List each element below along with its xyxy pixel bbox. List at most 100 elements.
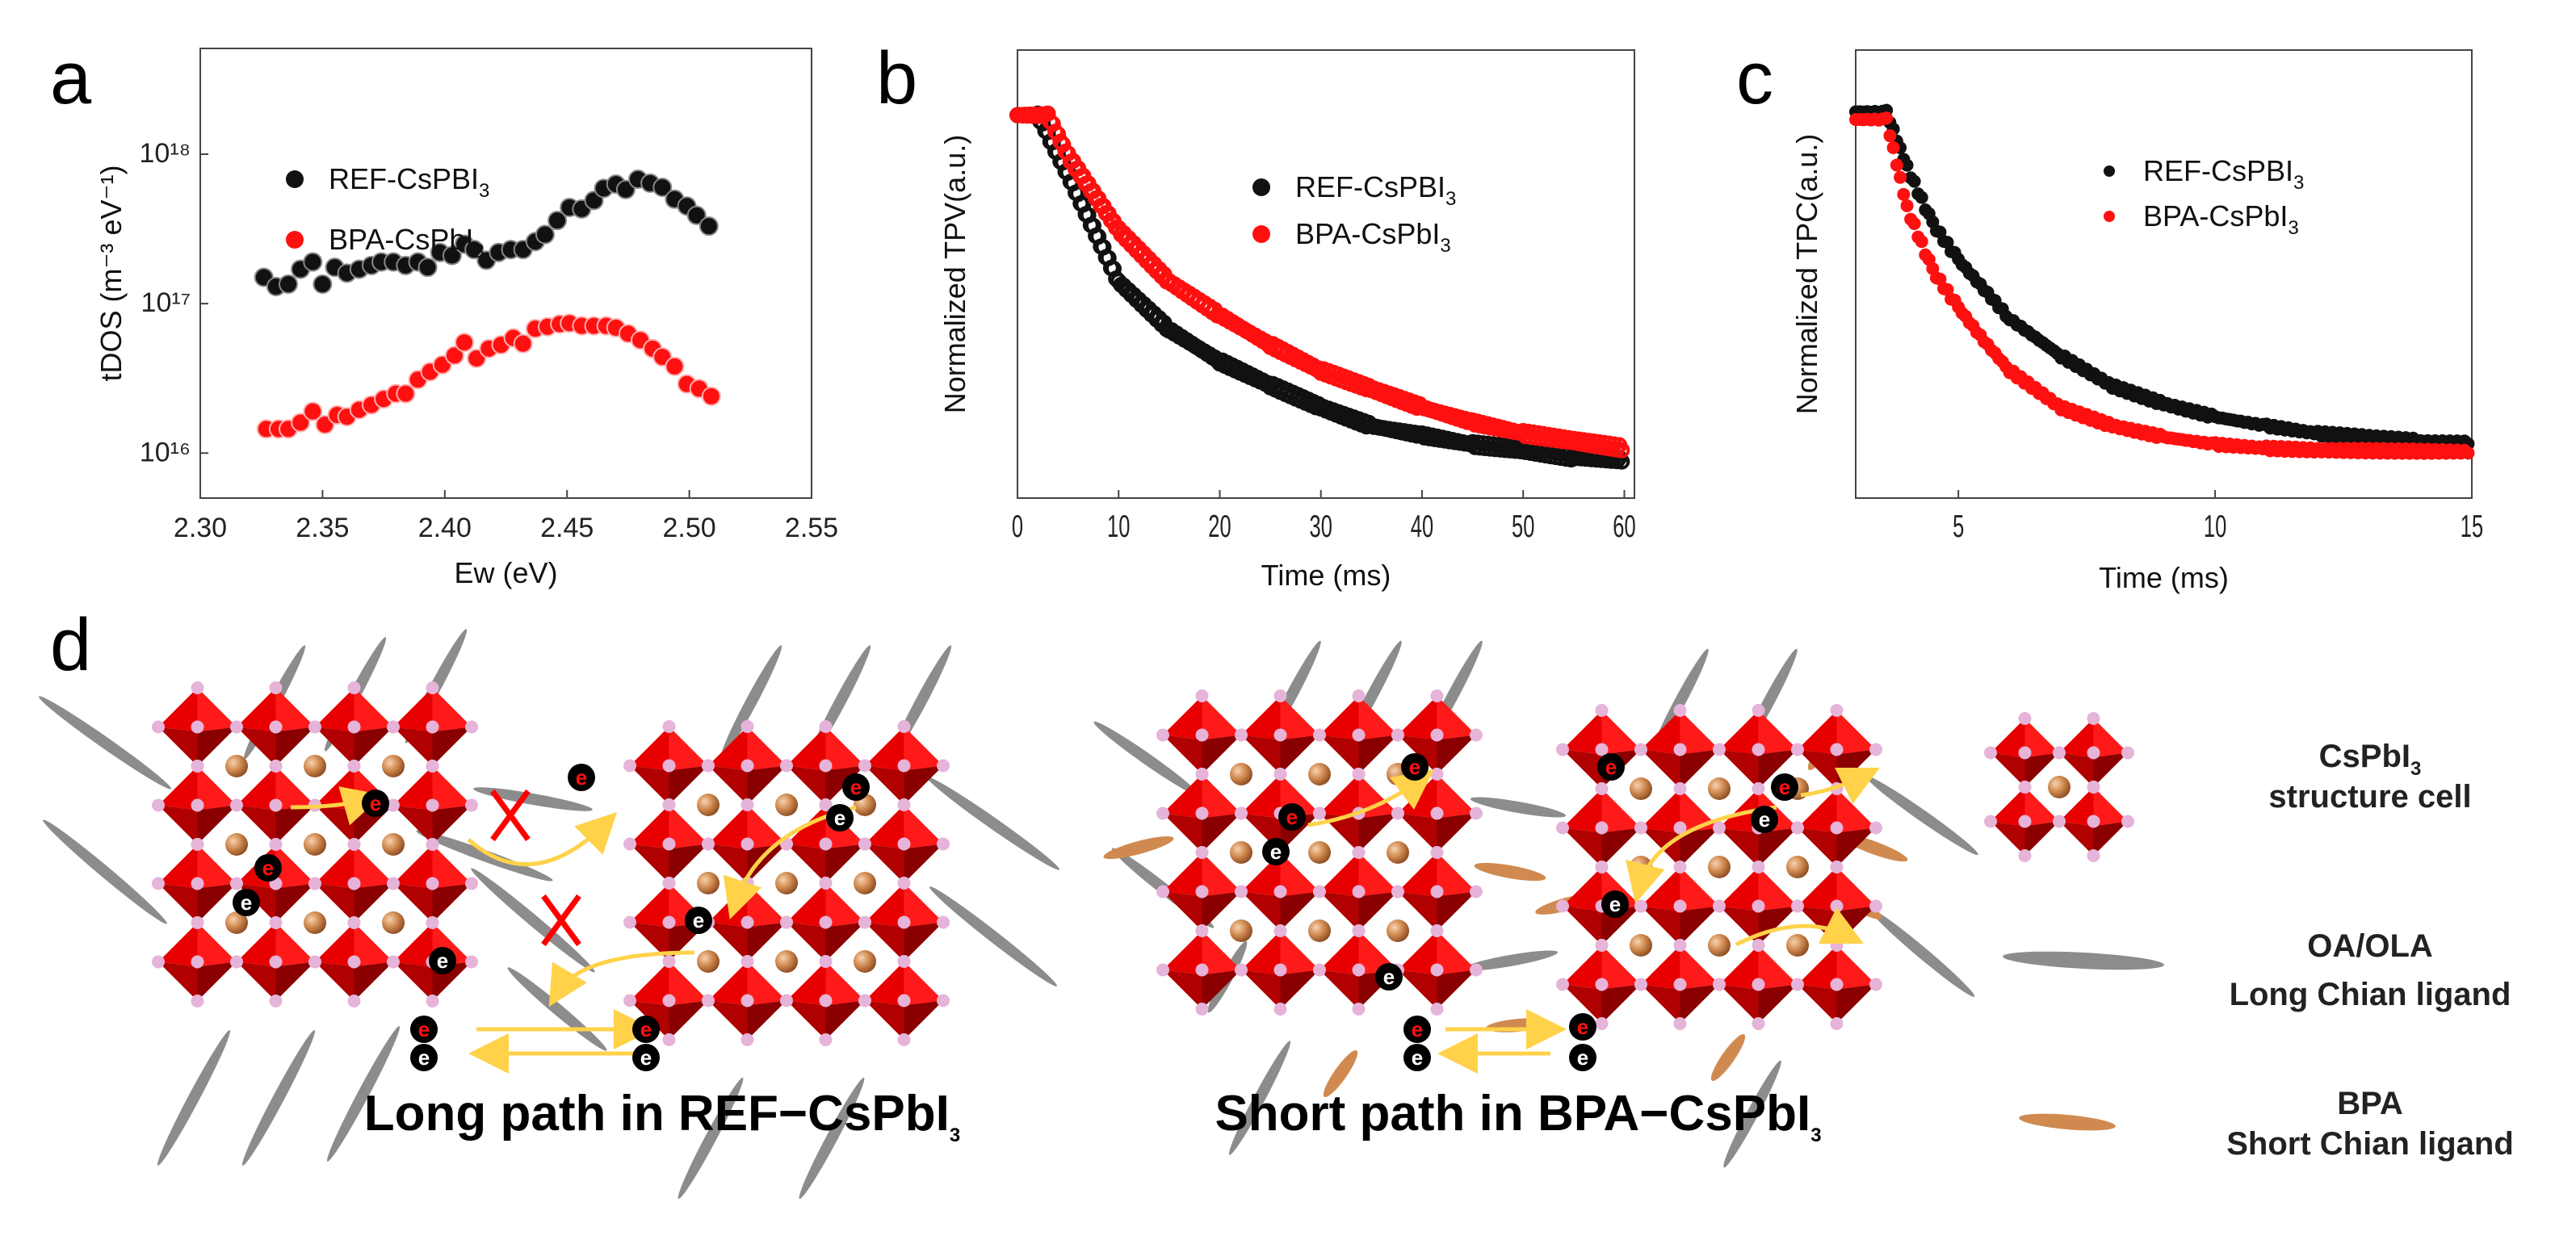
legend-title-1: OA/OLA: [2307, 928, 2433, 964]
halide-atom: [1752, 782, 1765, 795]
halide-atom: [1869, 743, 1882, 756]
cs-atom: [697, 872, 720, 894]
halide-atom: [819, 720, 833, 733]
legend-label-ref: REF-CsPBI3: [1295, 170, 1456, 210]
halide-atom: [1352, 728, 1366, 742]
octahedron: [1634, 704, 1726, 795]
halide-atom: [819, 915, 833, 929]
halide-atom: [347, 916, 361, 929]
halide-atom: [1352, 846, 1366, 859]
x-tick-label: 2.55: [785, 513, 838, 543]
electron: e: [632, 1016, 660, 1043]
halide-atom: [1273, 728, 1287, 742]
halide-atom: [1713, 978, 1726, 991]
long-ligand: [2003, 951, 2164, 970]
halide-atom: [1752, 939, 1765, 952]
x-tick-label: 20: [1208, 508, 1231, 543]
halide-atom: [347, 955, 361, 969]
legend-marker-bpa: [1252, 225, 1270, 243]
halide-atom: [2018, 781, 2032, 794]
halide-atom: [740, 720, 754, 733]
halide-atom: [2087, 712, 2100, 725]
octahedron: [858, 798, 950, 890]
halide-atom: [1313, 885, 1326, 898]
transport-arrow: [1307, 769, 1435, 827]
halide-atom: [1752, 899, 1765, 913]
halide-atom: [1595, 704, 1609, 717]
long-ligand: [1865, 775, 1978, 856]
y-axis-title: tDOS (m⁻³ eV⁻¹): [94, 165, 128, 382]
cs-atom: [382, 755, 405, 777]
electron-label: e: [1412, 1045, 1423, 1070]
data-point: [1890, 158, 1903, 172]
halide-atom: [1195, 806, 1209, 820]
halide-atom: [1595, 821, 1609, 835]
y-tick-label: 10¹⁶: [140, 437, 191, 467]
data-point: [396, 383, 416, 404]
halide-atom: [1556, 743, 1569, 756]
electron: e: [1569, 1013, 1596, 1041]
halide-atom: [2018, 746, 2032, 760]
long-ligand: [1462, 950, 1559, 971]
halide-atom: [623, 915, 636, 929]
long-ligand: [678, 1077, 744, 1200]
legend-title-0: CsPbI3: [2319, 739, 2422, 780]
chart-a: 2.30 2.35 2.40 2.45 2.50 2.55 10¹⁶ 10¹⁷ 10¹⁸ Ew (…: [94, 48, 838, 589]
halide-atom: [1673, 978, 1687, 991]
data-point: [1915, 235, 1928, 249]
octahedron: [1791, 782, 1882, 873]
cs-atom: [775, 950, 798, 973]
halide-atom: [662, 759, 676, 773]
cs-atom: [304, 911, 326, 934]
halide-atom: [2018, 815, 2032, 828]
data-point: [279, 274, 299, 295]
transport-arrow: [548, 950, 695, 1007]
octahedron: [2053, 781, 2134, 862]
legend-title-2: BPA: [2337, 1086, 2402, 1121]
data-point: [2461, 446, 2475, 460]
left-diagram-title: Long path in REF−CsPbI3: [364, 1086, 960, 1146]
halide-atom: [702, 759, 715, 773]
electron-label: e: [1286, 805, 1298, 829]
long-ligand: [929, 886, 1057, 986]
halide-atom: [1673, 821, 1687, 835]
electron-label: e: [418, 1045, 430, 1070]
legend-structure-cell: [1984, 712, 2134, 862]
long-ligand: [473, 787, 593, 811]
data-point: [442, 245, 462, 266]
legend-subscript: 3: [2288, 217, 2298, 239]
halide-atom: [1470, 806, 1483, 820]
halide-atom: [1352, 689, 1366, 702]
halide-atom: [819, 759, 833, 773]
data-point: [464, 240, 485, 260]
legend-text: BPA-CsPbI: [1295, 217, 1440, 250]
halide-atom: [230, 720, 243, 734]
series-ref: [254, 170, 719, 297]
x-tick-label: 2.50: [663, 513, 716, 543]
halide-atom: [897, 994, 911, 1007]
octahedron: [1391, 924, 1483, 1016]
halide-atom: [1869, 899, 1882, 913]
halide-atom: [1673, 782, 1687, 795]
halide-atom: [1470, 728, 1483, 742]
cs-atom: [2048, 776, 2070, 798]
octahedron: [1391, 846, 1483, 937]
lattice-ref-2: [623, 720, 950, 1046]
halide-atom: [819, 1033, 833, 1046]
legend-subscript: 3: [473, 241, 484, 262]
series-ref: [1849, 103, 2475, 450]
halide-atom: [1391, 806, 1404, 820]
transport-arrow: [1626, 805, 1777, 904]
halide-atom: [1752, 743, 1765, 756]
long-ligand: [1093, 721, 1200, 797]
cs-atom: [1308, 763, 1331, 785]
octahedron: [1391, 689, 1483, 781]
octahedron: [858, 955, 950, 1046]
long-ligand: [1470, 797, 1567, 818]
y-tick-label: 10¹⁸: [140, 138, 191, 169]
halide-atom: [1235, 885, 1248, 898]
cs-atom: [382, 911, 405, 934]
halide-atom: [426, 877, 439, 890]
x-axis-title: Time (ms): [1261, 559, 1391, 592]
data-point: [1894, 170, 1907, 184]
